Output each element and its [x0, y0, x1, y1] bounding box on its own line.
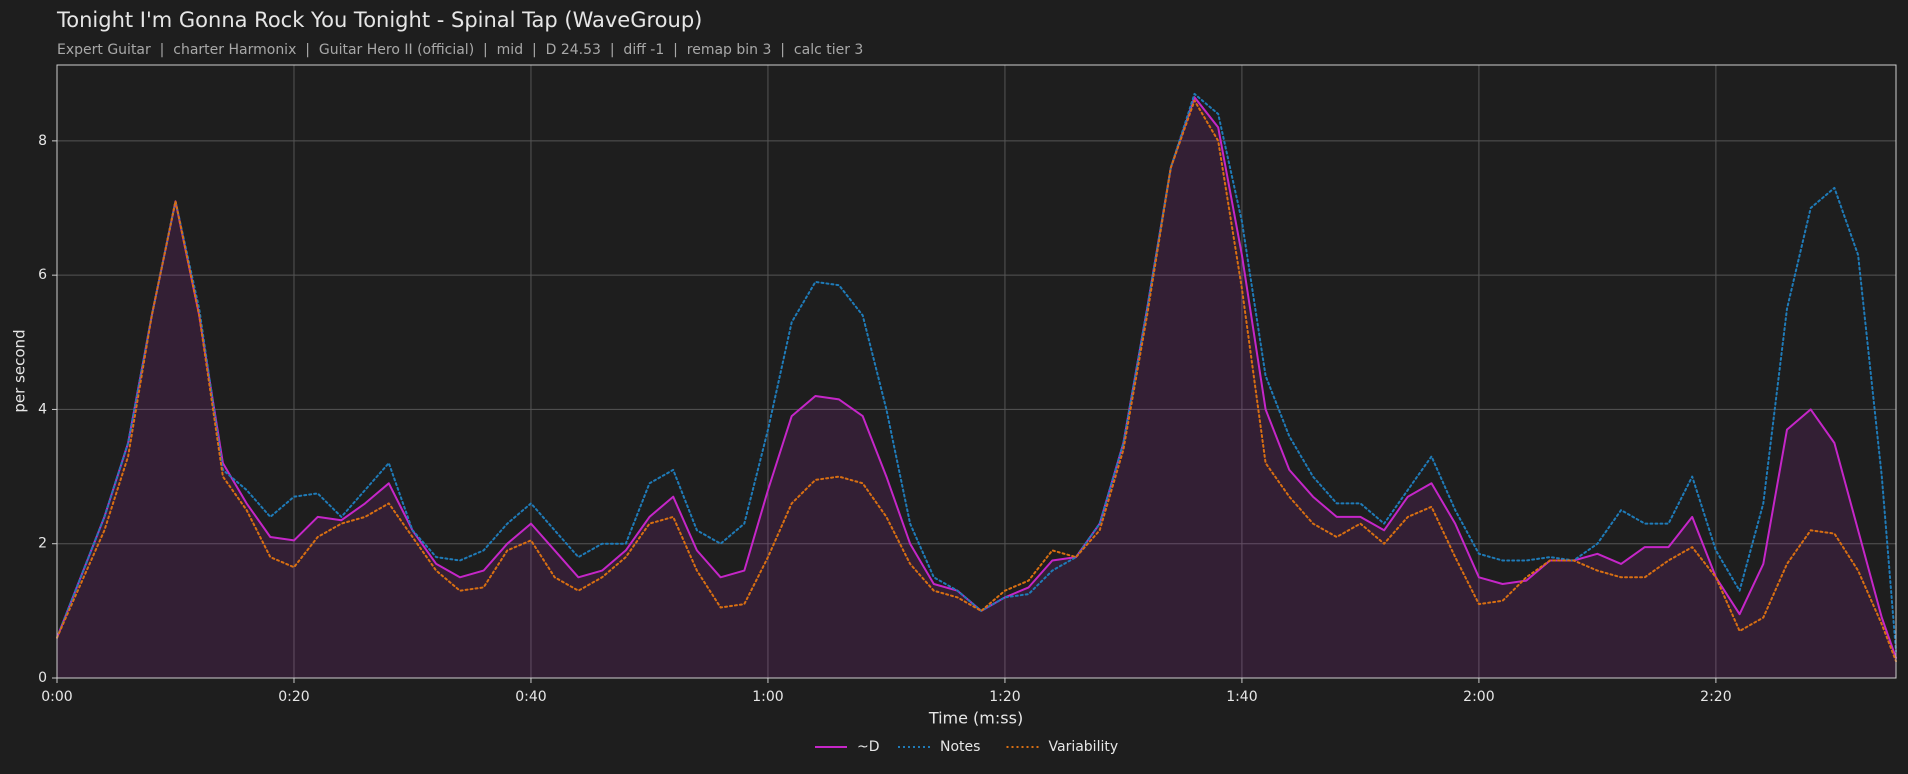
area [57, 97, 1896, 678]
legend-label: ~D [857, 739, 880, 755]
legend-label: Variability [1049, 739, 1119, 755]
y-tick-label: 4 [38, 401, 47, 417]
plot-frame [56, 64, 1897, 679]
chart-title: Tonight I'm Gonna Rock You Tonight - Spi… [56, 8, 702, 32]
x-tick-label: 1:00 [752, 689, 783, 705]
x-tick-label: 2:20 [1700, 689, 1731, 705]
x-tick-label: 2:00 [1463, 689, 1494, 705]
legend-label: Notes [940, 739, 980, 755]
x-tick-label: 1:40 [1226, 689, 1257, 705]
y-tick-label: 6 [38, 267, 47, 283]
x-tick-label: 1:20 [989, 689, 1020, 705]
plot-area [57, 65, 1896, 678]
y-tick-label: 2 [38, 536, 47, 552]
line [56, 99, 1897, 663]
y-tick-label: 0 [38, 670, 47, 686]
x-tick-label: 0:00 [41, 689, 72, 705]
y-tick-label: 8 [38, 133, 47, 149]
x-axis-label: Time (m:ss) [928, 709, 1023, 728]
chart-subtitle: Expert Guitar | charter Harmonix | Guita… [57, 42, 863, 58]
y-axis-label: per second [11, 329, 29, 412]
x-tick-label: 0:20 [278, 689, 309, 705]
x-tick-label: 0:40 [515, 689, 546, 705]
